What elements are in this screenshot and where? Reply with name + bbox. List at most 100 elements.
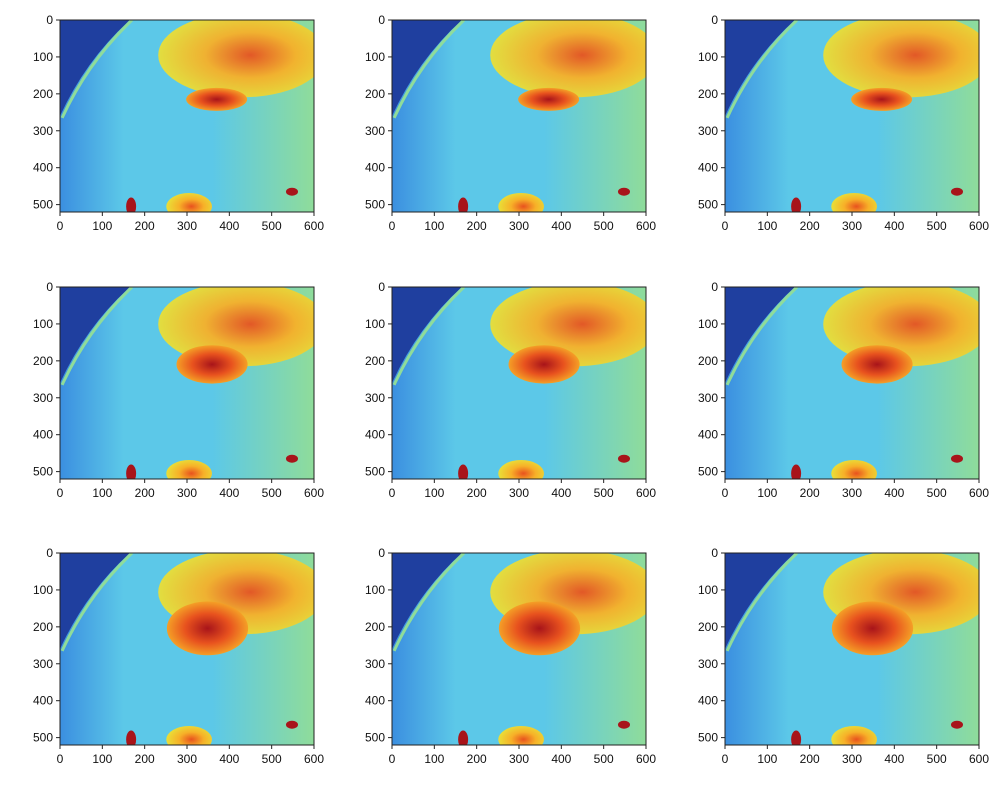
x-tick-label: 500 <box>594 752 614 766</box>
y-tick-label: 300 <box>33 657 53 671</box>
heatmap-panel-9: 0 100 200 300 400 500 600 0 100 200 300 400 500 <box>698 546 989 766</box>
bottom-lobe <box>831 460 877 479</box>
x-tick-label: 400 <box>551 219 571 233</box>
x-tick-label: 200 <box>135 486 155 500</box>
x-tick-label: 100 <box>424 752 444 766</box>
hot-core <box>166 601 249 656</box>
x-tick-label: 600 <box>304 486 324 500</box>
y-tick-label: 100 <box>33 583 53 597</box>
hot-spot <box>617 454 630 463</box>
hot-spot <box>126 730 137 745</box>
bottom-lobe <box>498 726 544 745</box>
y-tick-label: 100 <box>365 583 385 597</box>
x-tick-label: 500 <box>927 219 947 233</box>
x-tick-label: 300 <box>842 486 862 500</box>
y-tick-label: 500 <box>698 198 718 212</box>
x-tick-label: 0 <box>722 486 729 500</box>
x-tick-label: 100 <box>424 219 444 233</box>
y-tick-label: 500 <box>33 465 53 479</box>
x-tick-label: 400 <box>219 752 239 766</box>
hot-spot <box>458 197 469 212</box>
edge-arc <box>392 20 466 119</box>
y-tick-label: 400 <box>365 428 385 442</box>
x-tick-label: 600 <box>969 486 989 500</box>
bottom-lobe <box>166 726 212 745</box>
edge-region <box>392 553 462 649</box>
x-tick-label: 200 <box>135 752 155 766</box>
y-tick-label: 200 <box>33 620 53 634</box>
y-tick-label: 0 <box>711 280 718 294</box>
x-tick-label: 500 <box>594 219 614 233</box>
warm-region <box>158 20 314 98</box>
x-tick-label: 200 <box>467 752 487 766</box>
bottom-lobe <box>498 460 544 479</box>
warm-region <box>823 20 979 98</box>
heatmap-panel-2: 0 100 200 300 400 500 600 0 100 200 300 400 500 <box>365 13 656 233</box>
x-tick-label: 0 <box>722 219 729 233</box>
hot-spot <box>950 720 963 729</box>
edge-arc <box>392 287 466 386</box>
hot-core <box>508 345 580 384</box>
x-tick-label: 600 <box>304 752 324 766</box>
heatmap-image <box>60 287 314 479</box>
heatmap-image <box>392 287 646 479</box>
heatmap-panel-4: 0 100 200 300 400 500 600 0 100 200 300 400 500 <box>33 280 324 500</box>
y-tick-label: 400 <box>33 161 53 175</box>
warm-region <box>158 287 314 367</box>
edge-arc <box>725 553 799 652</box>
y-tick-label: 200 <box>698 620 718 634</box>
x-tick-label: 400 <box>884 486 904 500</box>
x-tick-label: 200 <box>467 219 487 233</box>
warm-region <box>490 20 646 98</box>
hot-core <box>518 87 580 111</box>
x-tick-label: 300 <box>177 219 197 233</box>
hot-core <box>851 87 913 111</box>
heatmap-image <box>60 20 314 212</box>
heatmap-panel-3: 0 100 200 300 400 500 600 0 100 200 300 400 500 <box>698 13 989 233</box>
y-tick-label: 0 <box>46 546 53 560</box>
hot-spot <box>617 720 630 729</box>
y-tick-label: 500 <box>698 731 718 745</box>
y-tick-label: 300 <box>698 391 718 405</box>
edge-region <box>392 287 462 383</box>
heatmap-panel-8: 0 100 200 300 400 500 600 0 100 200 300 400 500 <box>365 546 656 766</box>
edge-region <box>725 287 795 383</box>
hot-core <box>831 601 914 656</box>
x-tick-label: 300 <box>842 219 862 233</box>
hot-spot <box>617 187 630 196</box>
edge-arc <box>60 287 134 386</box>
x-tick-label: 200 <box>800 486 820 500</box>
hot-spot <box>950 454 963 463</box>
edge-arc <box>725 20 799 119</box>
y-tick-label: 200 <box>365 620 385 634</box>
x-tick-label: 300 <box>177 486 197 500</box>
y-tick-label: 400 <box>365 161 385 175</box>
y-tick-label: 500 <box>698 465 718 479</box>
bottom-lobe <box>831 193 877 212</box>
x-tick-label: 600 <box>636 486 656 500</box>
x-tick-label: 600 <box>636 752 656 766</box>
x-tick-label: 400 <box>884 752 904 766</box>
heatmap-panel-1: 0 100 200 300 400 500 600 0 100 200 300 400 500 <box>33 13 324 233</box>
y-tick-label: 200 <box>365 87 385 101</box>
x-tick-label: 200 <box>800 752 820 766</box>
y-tick-label: 0 <box>711 546 718 560</box>
y-tick-label: 400 <box>33 694 53 708</box>
x-tick-label: 100 <box>757 219 777 233</box>
heatmap-image <box>392 20 646 212</box>
hot-core <box>186 87 248 111</box>
x-tick-label: 500 <box>927 486 947 500</box>
y-tick-label: 200 <box>33 354 53 368</box>
hot-spot <box>791 730 802 745</box>
y-tick-label: 100 <box>33 317 53 331</box>
x-tick-label: 500 <box>262 752 282 766</box>
y-tick-label: 100 <box>698 583 718 597</box>
heatmap-image <box>725 287 979 479</box>
y-tick-label: 100 <box>698 50 718 64</box>
edge-region <box>725 553 795 649</box>
hot-core <box>841 345 913 384</box>
y-tick-label: 300 <box>33 124 53 138</box>
heatmap-image <box>725 20 979 212</box>
heatmap-image <box>392 553 646 745</box>
